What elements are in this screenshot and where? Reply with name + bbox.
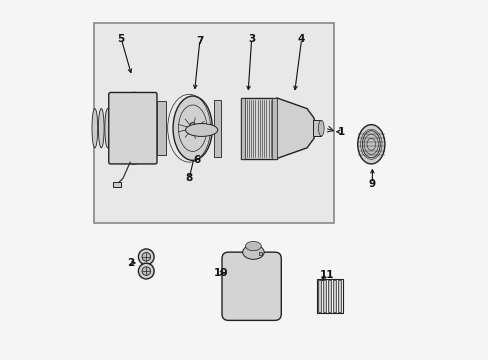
Ellipse shape: [142, 267, 150, 275]
Ellipse shape: [92, 109, 98, 148]
FancyBboxPatch shape: [108, 93, 157, 164]
Ellipse shape: [189, 122, 196, 134]
Text: 5: 5: [118, 34, 124, 44]
Bar: [157, 102, 165, 155]
Text: 7: 7: [196, 36, 203, 46]
Bar: [272, 98, 276, 158]
Bar: [113, 182, 121, 187]
Ellipse shape: [185, 123, 217, 136]
Text: 11: 11: [319, 270, 333, 280]
Bar: [94, 23, 333, 223]
Ellipse shape: [98, 109, 104, 148]
Ellipse shape: [138, 249, 154, 265]
Text: 3: 3: [247, 34, 255, 44]
Ellipse shape: [111, 93, 156, 164]
Text: 9: 9: [368, 179, 375, 189]
Bar: [313, 120, 321, 136]
Text: 10: 10: [214, 268, 228, 278]
Ellipse shape: [142, 252, 150, 261]
Bar: [322, 280, 325, 312]
Ellipse shape: [138, 263, 154, 279]
Bar: [214, 100, 221, 157]
Ellipse shape: [362, 131, 380, 158]
Bar: [241, 98, 276, 158]
Text: 2: 2: [127, 258, 134, 268]
Ellipse shape: [242, 245, 264, 259]
Bar: [337, 280, 341, 312]
Polygon shape: [276, 98, 313, 158]
FancyBboxPatch shape: [222, 252, 281, 320]
Bar: [317, 280, 321, 312]
Ellipse shape: [318, 120, 324, 136]
Ellipse shape: [104, 109, 110, 148]
Ellipse shape: [173, 96, 212, 160]
Text: 8: 8: [185, 173, 192, 183]
Bar: [332, 280, 336, 312]
Text: 6: 6: [193, 156, 201, 165]
Bar: [258, 252, 262, 255]
Text: 1: 1: [337, 127, 344, 137]
Ellipse shape: [357, 125, 384, 164]
Bar: [241, 98, 244, 158]
Ellipse shape: [245, 242, 261, 251]
Bar: [316, 279, 343, 313]
Bar: [327, 280, 331, 312]
Text: 4: 4: [297, 34, 305, 44]
Ellipse shape: [111, 109, 117, 148]
